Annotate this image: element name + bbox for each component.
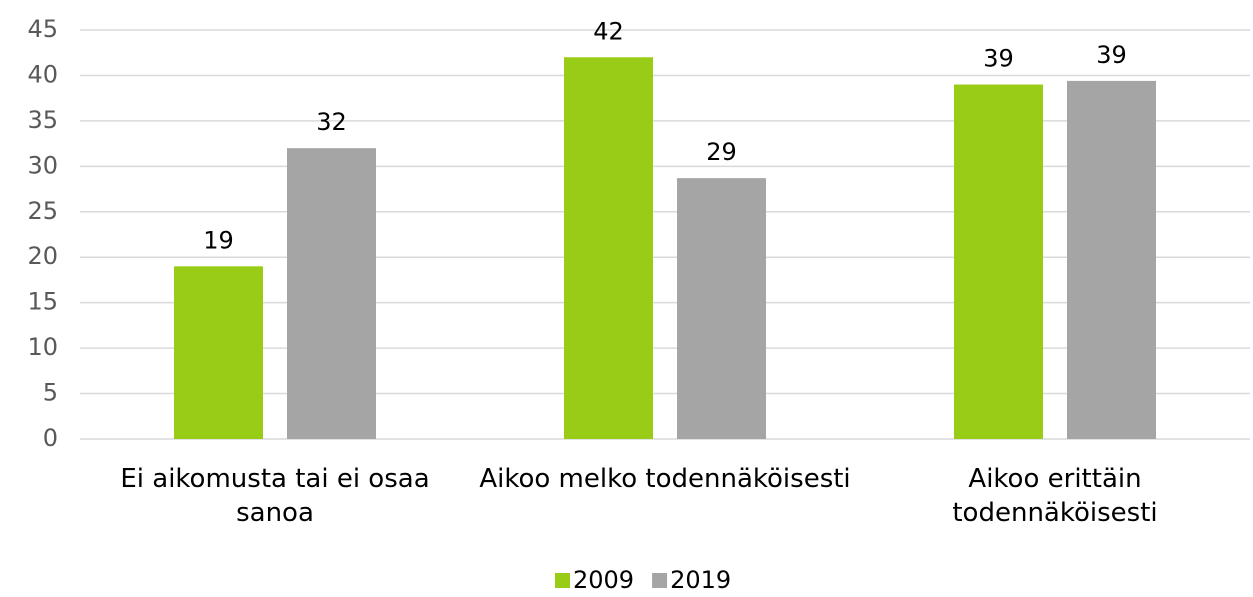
y-tick-label: 45 bbox=[27, 15, 58, 43]
y-tick-label: 40 bbox=[27, 60, 58, 88]
y-tick-label: 35 bbox=[27, 106, 58, 134]
data-label: 39 bbox=[1096, 41, 1127, 69]
bar bbox=[564, 57, 653, 440]
bar bbox=[287, 148, 376, 439]
x-tick-label: Ei aikomusta tai ei osaa sanoa bbox=[120, 464, 430, 528]
y-tick-label: 15 bbox=[27, 288, 58, 316]
y-tick-label: 20 bbox=[27, 242, 58, 270]
data-label: 19 bbox=[203, 226, 234, 254]
data-label: 42 bbox=[593, 17, 624, 45]
legend-label: 2009 bbox=[573, 566, 634, 594]
legend-swatch bbox=[652, 573, 668, 588]
legend-label: 2019 bbox=[670, 566, 731, 594]
data-label: 39 bbox=[983, 45, 1014, 73]
bar bbox=[1067, 80, 1156, 440]
y-tick-label: 30 bbox=[27, 151, 58, 179]
data-label: 32 bbox=[316, 108, 347, 136]
data-label: 29 bbox=[706, 138, 737, 166]
x-tick-label: Aikoo erittäin todennäköisesti bbox=[952, 464, 1158, 528]
y-tick-label: 0 bbox=[43, 424, 58, 452]
x-tick-label: Aikoo melko todennäköisesti bbox=[479, 464, 851, 494]
y-tick-label: 10 bbox=[27, 333, 58, 361]
bar bbox=[677, 178, 766, 439]
y-tick-label: 25 bbox=[27, 197, 58, 225]
legend-swatch bbox=[555, 573, 570, 588]
y-tick-label: 5 bbox=[43, 379, 58, 407]
bar bbox=[174, 266, 263, 439]
bar bbox=[954, 84, 1043, 440]
